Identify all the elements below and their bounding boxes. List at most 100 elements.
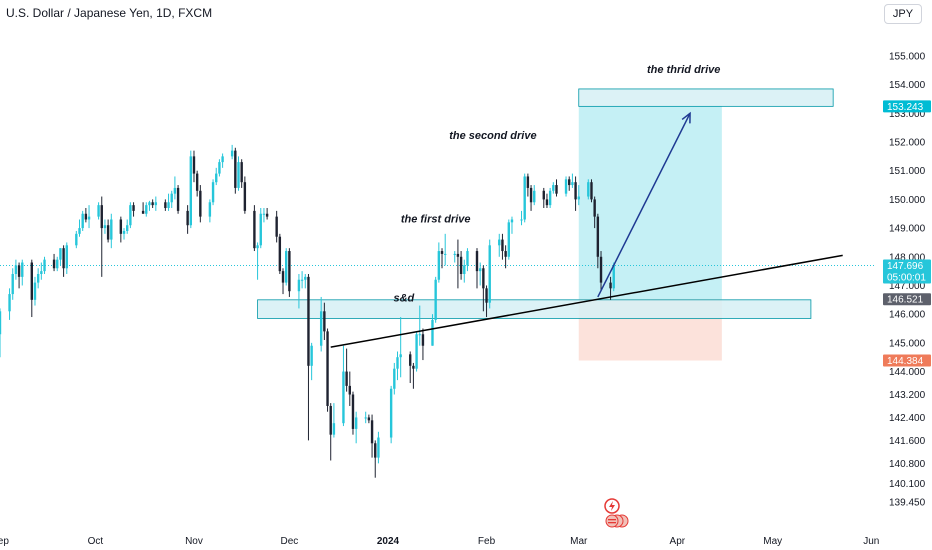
candle-body[interactable] bbox=[564, 179, 568, 194]
candle-body[interactable] bbox=[568, 179, 571, 186]
candle-body[interactable] bbox=[548, 190, 552, 206]
candle-body[interactable] bbox=[62, 248, 65, 269]
candle-body[interactable] bbox=[354, 417, 358, 429]
candle-body[interactable] bbox=[208, 202, 212, 217]
candle-body[interactable] bbox=[396, 357, 399, 369]
candle-body[interactable] bbox=[87, 216, 91, 220]
candle-body[interactable] bbox=[288, 251, 291, 292]
candle-body[interactable] bbox=[329, 405, 332, 435]
candle-body[interactable] bbox=[555, 185, 558, 194]
candle-body[interactable] bbox=[11, 274, 14, 295]
candle-body[interactable] bbox=[345, 371, 348, 386]
candle-body[interactable] bbox=[463, 265, 466, 274]
candle-body[interactable] bbox=[367, 417, 371, 421]
candle-body[interactable] bbox=[434, 279, 437, 320]
candle-body[interactable] bbox=[21, 262, 24, 277]
candle-body[interactable] bbox=[211, 182, 215, 203]
candle-body[interactable] bbox=[218, 162, 221, 174]
candle-body[interactable] bbox=[275, 216, 278, 237]
candle-body[interactable] bbox=[310, 345, 313, 366]
candle-body[interactable] bbox=[189, 156, 192, 226]
candle-body[interactable] bbox=[574, 182, 577, 200]
candle-body[interactable] bbox=[59, 248, 62, 260]
candle-body[interactable] bbox=[418, 334, 421, 336]
candle-body[interactable] bbox=[409, 354, 412, 366]
candle-body[interactable] bbox=[253, 210, 256, 249]
candle-body[interactable] bbox=[243, 182, 247, 211]
candle-body[interactable] bbox=[393, 368, 396, 389]
candle-body[interactable] bbox=[482, 268, 485, 289]
candle-body[interactable] bbox=[237, 162, 240, 188]
candle-body[interactable] bbox=[256, 245, 259, 249]
candle-body[interactable] bbox=[240, 162, 243, 183]
candle-body[interactable] bbox=[56, 259, 59, 269]
candle-body[interactable] bbox=[326, 331, 329, 406]
candle-body[interactable] bbox=[510, 219, 514, 223]
candle-body[interactable] bbox=[421, 334, 425, 346]
candle-body[interactable] bbox=[40, 271, 43, 274]
candle-body[interactable] bbox=[186, 210, 189, 226]
candle-body[interactable] bbox=[596, 216, 600, 257]
candle-body[interactable] bbox=[199, 190, 202, 217]
candle-body[interactable] bbox=[234, 150, 237, 188]
candle-body[interactable] bbox=[176, 187, 180, 211]
trendline[interactable] bbox=[330, 254, 843, 348]
candle-body[interactable] bbox=[126, 225, 129, 231]
candle-body[interactable] bbox=[278, 236, 282, 272]
candle-body[interactable] bbox=[265, 213, 269, 217]
candle-body[interactable] bbox=[377, 437, 380, 458]
candle-body[interactable] bbox=[590, 182, 593, 200]
candle-body[interactable] bbox=[485, 288, 488, 303]
candle-body[interactable] bbox=[526, 176, 530, 188]
target-box[interactable] bbox=[578, 88, 834, 107]
candle-body[interactable] bbox=[332, 423, 336, 435]
candle-body[interactable] bbox=[36, 274, 40, 283]
candle-body[interactable] bbox=[8, 294, 11, 312]
candle-body[interactable] bbox=[173, 187, 177, 194]
candle-body[interactable] bbox=[103, 225, 107, 229]
candle-body[interactable] bbox=[478, 268, 482, 272]
candle-body[interactable] bbox=[501, 239, 504, 252]
candle-body[interactable] bbox=[300, 279, 304, 281]
candle-body[interactable] bbox=[599, 256, 603, 283]
candle-body[interactable] bbox=[141, 210, 145, 214]
candle-body[interactable] bbox=[370, 420, 374, 444]
candle-body[interactable] bbox=[533, 190, 536, 203]
candle-body[interactable] bbox=[195, 173, 199, 191]
candle-body[interactable] bbox=[0, 311, 2, 335]
candle-body[interactable] bbox=[374, 443, 377, 458]
candle-body[interactable] bbox=[145, 205, 148, 214]
candle-body[interactable] bbox=[297, 279, 301, 292]
candle-body[interactable] bbox=[17, 265, 21, 277]
candle-body[interactable] bbox=[281, 271, 285, 283]
candle-body[interactable] bbox=[33, 282, 37, 300]
candle-body[interactable] bbox=[304, 276, 307, 280]
candle-body[interactable] bbox=[97, 205, 100, 217]
candle-body[interactable] bbox=[119, 219, 123, 234]
candle-body[interactable] bbox=[498, 239, 501, 246]
candle-body[interactable] bbox=[81, 213, 84, 229]
candle-body[interactable] bbox=[259, 213, 262, 246]
candle-body[interactable] bbox=[545, 199, 549, 206]
candle-body[interactable] bbox=[129, 205, 132, 226]
candle-body[interactable] bbox=[148, 202, 151, 206]
candle-body[interactable] bbox=[437, 251, 441, 280]
candle-body[interactable] bbox=[30, 262, 33, 300]
candle-body[interactable] bbox=[520, 219, 523, 221]
candle-body[interactable] bbox=[571, 182, 574, 186]
candle-body[interactable] bbox=[431, 319, 434, 346]
candle-body[interactable] bbox=[593, 199, 596, 217]
candle-body[interactable] bbox=[192, 156, 196, 174]
candle-body[interactable] bbox=[475, 251, 479, 272]
candle-body[interactable] bbox=[342, 371, 345, 424]
annotation-text[interactable]: the thrid drive bbox=[647, 64, 720, 76]
target-profit-zone[interactable] bbox=[578, 106, 722, 300]
candle-body[interactable] bbox=[552, 185, 555, 191]
candle-body[interactable] bbox=[444, 253, 447, 255]
candle-body[interactable] bbox=[453, 253, 456, 255]
us-flag-event-icon[interactable] bbox=[605, 514, 619, 528]
candle-body[interactable] bbox=[132, 205, 135, 211]
candle-body[interactable] bbox=[164, 202, 167, 209]
candle-body[interactable] bbox=[415, 334, 418, 369]
